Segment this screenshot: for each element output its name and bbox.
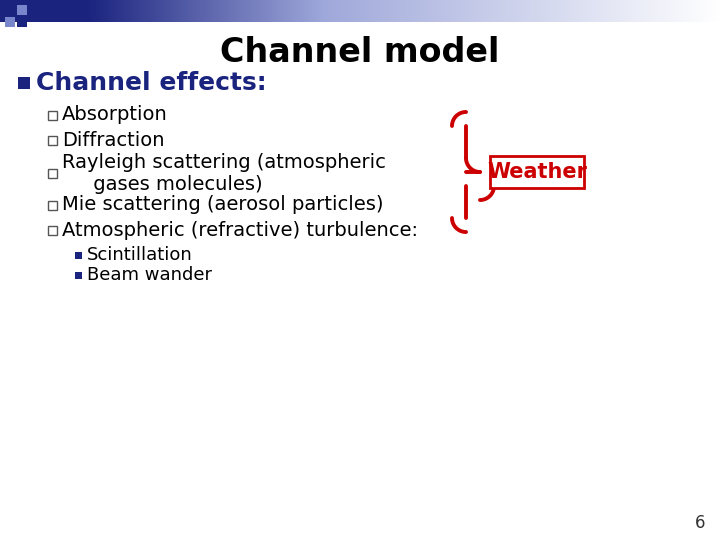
- Text: Absorption: Absorption: [62, 105, 168, 125]
- FancyBboxPatch shape: [5, 17, 15, 27]
- Text: Mie scattering (aerosol particles): Mie scattering (aerosol particles): [62, 195, 384, 214]
- FancyBboxPatch shape: [490, 156, 584, 188]
- Text: Diffraction: Diffraction: [62, 131, 164, 150]
- FancyBboxPatch shape: [75, 272, 82, 279]
- FancyBboxPatch shape: [17, 17, 27, 27]
- Text: Weather: Weather: [487, 162, 587, 182]
- Text: Atmospheric (refractive) turbulence:: Atmospheric (refractive) turbulence:: [62, 220, 418, 240]
- FancyBboxPatch shape: [75, 252, 82, 259]
- Text: Beam wander: Beam wander: [87, 266, 212, 284]
- Text: Rayleigh scattering (atmospheric
     gases molecules): Rayleigh scattering (atmospheric gases m…: [62, 152, 386, 193]
- Text: Channel effects:: Channel effects:: [36, 71, 266, 95]
- Text: 6: 6: [695, 514, 705, 532]
- FancyBboxPatch shape: [18, 77, 30, 89]
- FancyBboxPatch shape: [17, 5, 27, 15]
- Text: Scintillation: Scintillation: [87, 246, 193, 264]
- FancyBboxPatch shape: [5, 5, 15, 15]
- Text: Channel model: Channel model: [220, 36, 500, 69]
